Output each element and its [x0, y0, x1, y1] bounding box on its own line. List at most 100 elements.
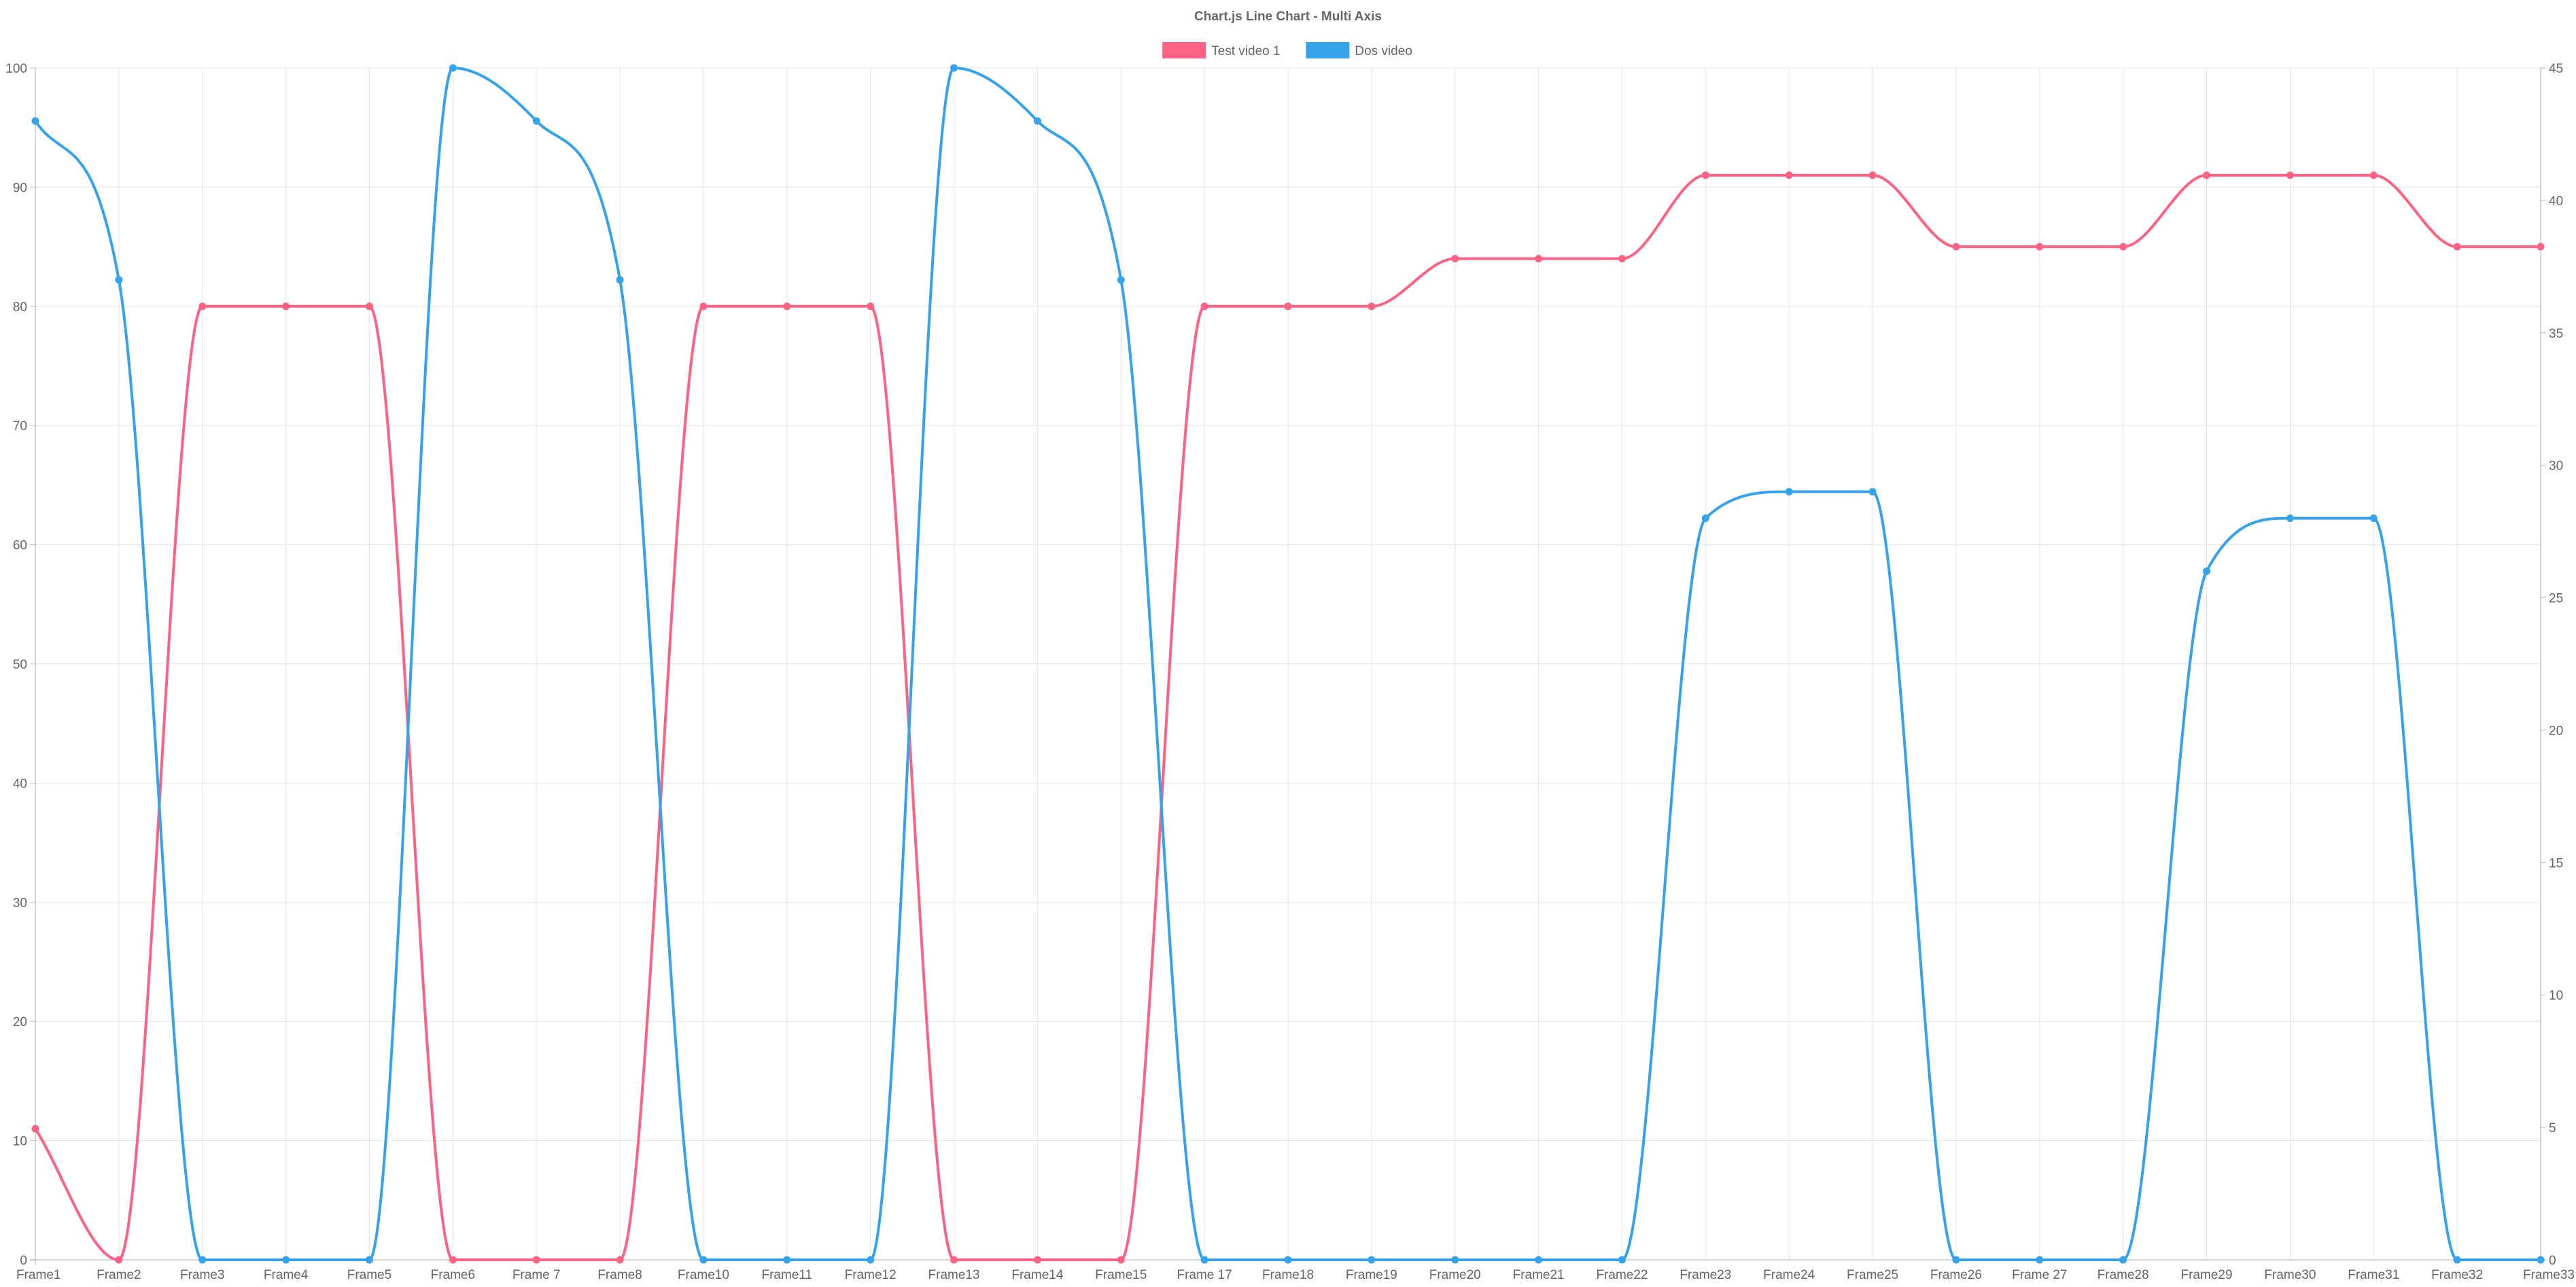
data-point	[2286, 171, 2294, 179]
data-point	[2036, 1256, 2044, 1264]
x-tick-label: Frame26	[1930, 1268, 1982, 1282]
x-tick-label: Frame5	[347, 1268, 391, 1282]
y-axis-right: 0 5 10 15 20 25 30 35 40 45	[2541, 62, 2563, 1268]
y-right-tick-label: 35	[2549, 327, 2563, 341]
data-point	[198, 302, 207, 311]
data-point	[532, 1256, 540, 1264]
data-point	[532, 117, 540, 125]
x-tick-label: Frame18	[1262, 1268, 1314, 1282]
data-point	[282, 1256, 290, 1264]
x-tick-label: Frame33	[2523, 1268, 2575, 1282]
data-point	[449, 64, 457, 72]
data-point	[1368, 302, 1376, 311]
x-tick-label: Frame19	[1346, 1268, 1397, 1282]
y-left-tick-label: 50	[13, 658, 27, 672]
x-tick-label: Frame25	[1847, 1268, 1898, 1282]
legend-item: Test video 1	[1162, 42, 1281, 58]
data-point	[198, 1256, 207, 1264]
data-point	[2119, 1256, 2127, 1264]
y-left-tick-label: 60	[13, 539, 27, 553]
y-right-tick-label: 15	[2549, 856, 2563, 870]
data-point	[1701, 171, 1709, 179]
y-left-tick-label: 30	[13, 896, 27, 911]
data-point	[1535, 255, 1543, 263]
data-point	[867, 302, 875, 311]
data-point	[1200, 1256, 1208, 1264]
data-point	[867, 1256, 875, 1264]
x-tick-label: Frame20	[1429, 1268, 1481, 1282]
x-tick-label: Frame 27	[2012, 1268, 2067, 1282]
data-point	[2369, 514, 2378, 523]
series-layer	[31, 64, 2545, 1264]
x-tick-label: Frame14	[1011, 1268, 1063, 1282]
data-point	[31, 117, 39, 125]
x-tick-label: Frame3	[180, 1268, 224, 1282]
y-left-tick-label: 20	[13, 1015, 27, 1029]
x-tick-label: Frame24	[1763, 1268, 1815, 1282]
data-point	[1785, 171, 1793, 179]
y-right-tick-label: 45	[2549, 62, 2563, 76]
y-right-tick-label: 10	[2549, 989, 2563, 1003]
series-dos-video	[31, 64, 2545, 1264]
x-tick-label: Frame30	[2264, 1268, 2316, 1282]
data-point	[1952, 243, 1960, 251]
legend: Test video 1 Dos video	[1162, 42, 1412, 58]
x-tick-label: Frame6	[431, 1268, 475, 1282]
series-line	[34, 173, 2542, 1262]
data-point	[616, 1256, 624, 1264]
legend-swatch	[1306, 42, 1350, 58]
x-tick-label: Frame13	[928, 1268, 980, 1282]
x-tick-label: Frame32	[2431, 1268, 2483, 1282]
y-axis-left: 0 10 20 30 40 50 60 70 80 90 100	[5, 62, 35, 1268]
legend-label: Dos video	[1355, 44, 1412, 58]
data-point	[1868, 488, 1877, 496]
data-point	[282, 302, 290, 311]
y-right-tick-label: 25	[2549, 592, 2563, 606]
data-point	[1785, 488, 1793, 496]
data-point	[1200, 302, 1208, 311]
data-point	[365, 1256, 373, 1264]
x-tick-label: Frame31	[2348, 1268, 2399, 1282]
data-point	[699, 302, 708, 311]
data-point	[1952, 1256, 1960, 1264]
legend-label: Test video 1	[1211, 44, 1280, 58]
data-point	[699, 1256, 708, 1264]
data-point	[950, 1256, 958, 1264]
data-point	[1368, 1256, 1376, 1264]
x-tick-label: Frame28	[2098, 1268, 2149, 1282]
data-point	[2537, 1256, 2545, 1264]
data-point	[1284, 1256, 1292, 1264]
x-tick-label: Frame23	[1679, 1268, 1731, 1282]
y-left-tick-label: 80	[13, 300, 27, 315]
data-point	[1618, 255, 1626, 263]
data-point	[616, 276, 624, 284]
legend-item: Dos video	[1306, 42, 1412, 58]
data-point	[2203, 567, 2211, 576]
x-tick-label: Frame8	[597, 1268, 642, 1282]
y-right-tick-label: 40	[2549, 194, 2563, 209]
data-point	[1535, 1256, 1543, 1264]
data-point	[1451, 255, 1459, 263]
series-line	[34, 67, 2542, 1262]
data-point	[31, 1125, 39, 1133]
x-tick-label: Frame11	[761, 1268, 812, 1282]
data-point	[950, 64, 958, 72]
x-tick-label: Frame 7	[512, 1268, 561, 1282]
data-point	[1868, 171, 1877, 179]
data-point	[1033, 117, 1041, 125]
data-point	[1284, 302, 1292, 311]
x-tick-label: Frame12	[845, 1268, 897, 1282]
y-right-tick-label: 0	[2549, 1254, 2556, 1268]
data-point	[1451, 1256, 1459, 1264]
data-point	[115, 276, 123, 284]
y-left-tick-label: 90	[13, 181, 27, 195]
x-tick-label: Frame22	[1596, 1268, 1648, 1282]
x-tick-label: Frame 17	[1177, 1268, 1232, 1282]
data-point	[2036, 243, 2044, 251]
grid-lines	[30, 67, 2546, 1265]
x-tick-label: Frame15	[1095, 1268, 1147, 1282]
data-point	[2537, 243, 2545, 251]
x-tick-label: Frame21	[1513, 1268, 1565, 1282]
y-left-tick-label: 0	[20, 1254, 27, 1268]
